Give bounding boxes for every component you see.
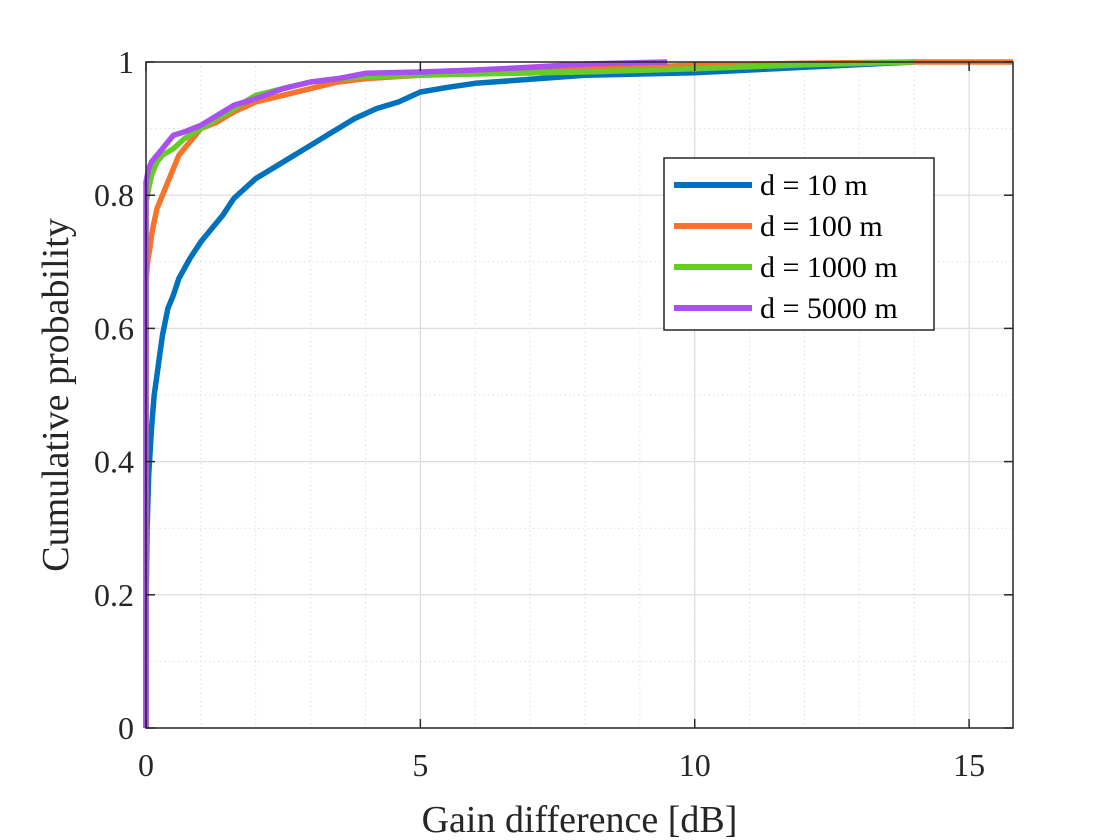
axis-ticks: [145, 61, 1013, 729]
y-axis-title: Cumulative probability: [35, 218, 77, 572]
series-line-d-10-m: [143, 59, 915, 728]
legend-label-d100: d = 100 m: [760, 210, 883, 243]
y-tick-label: 0: [118, 710, 134, 746]
plot-frame: [145, 61, 1014, 729]
y-tick-label: 0.2: [94, 577, 134, 613]
series-line-d-5000-m: [143, 59, 668, 728]
legend-label-d1000: d = 1000 m: [760, 251, 898, 284]
series-line-d-100-m: [143, 59, 1013, 728]
y-tick-label: 0.6: [94, 310, 134, 346]
legend-label-d10: d = 10 m: [760, 169, 868, 202]
axis-tick-labels: 0 5 10 15 0 0.2 0.4 0.6 0.8 1: [94, 44, 985, 783]
x-tick-label: 10: [679, 747, 711, 783]
x-tick-label: 5: [412, 747, 428, 783]
y-tick-label: 1: [118, 44, 134, 80]
y-tick-label: 0.4: [94, 444, 134, 480]
y-tick-label: 0.8: [94, 177, 134, 213]
series-layer: [143, 59, 1013, 728]
legend-label-d5000: d = 5000 m: [760, 292, 898, 325]
x-axis-title: Gain difference [dB]: [422, 799, 738, 840]
x-tick-label: 0: [138, 747, 154, 783]
x-tick-label: 15: [953, 747, 985, 783]
legend: d = 10 m d = 100 m d = 1000 m d = 5000 m: [663, 157, 935, 331]
